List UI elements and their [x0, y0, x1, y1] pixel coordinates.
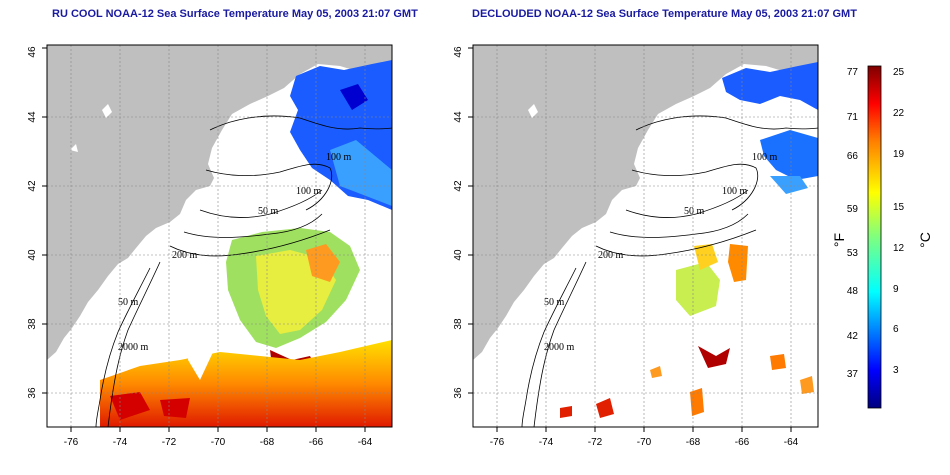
colorbar-f-tick: 77: [847, 67, 859, 78]
right-y-tick-label: 46: [453, 46, 464, 58]
right-x-tick-label: -74: [539, 437, 554, 448]
colorbar-f-tick: 71: [847, 112, 859, 123]
left-x-tick-label: -74: [113, 437, 128, 448]
right-map-contour-label-100m-b: 100 m: [752, 152, 778, 163]
colorbar-c-tick: 12: [893, 243, 905, 254]
left-map-frame: [46, 44, 393, 428]
left-map-contour-label-50m: 50 m: [258, 206, 279, 217]
right-map-y-axis: 36 38 40 42 44 46: [453, 46, 473, 399]
colorbar-f-tick: 66: [847, 151, 859, 162]
left-map-contour-label-2000m: 2000 m: [118, 342, 149, 353]
right-map: 100 m 100 m 50 m 200 m 50 m 2000 m -76 -…: [453, 44, 819, 448]
colorbar-f-tick: 37: [847, 369, 859, 380]
colorbar-c-tick: 19: [893, 149, 905, 160]
right-y-tick-label: 44: [453, 111, 464, 123]
colorbar-f-tick: 42: [847, 331, 859, 342]
left-x-tick-label: -76: [64, 437, 79, 448]
right-map-cold-water: [722, 62, 818, 110]
colorbar-c-tick: 3: [893, 365, 899, 376]
right-y-tick-label: 40: [453, 249, 464, 261]
colorbar-f-tick: 53: [847, 248, 859, 259]
right-map-grid: [473, 45, 818, 427]
left-map-title: RU COOL NOAA-12 Sea Surface Temperature …: [52, 8, 418, 20]
right-map-land: [473, 45, 818, 360]
colorbar-c-tick: 25: [893, 67, 905, 78]
left-x-tick-label: -66: [309, 437, 324, 448]
left-y-tick-label: 42: [27, 180, 38, 192]
colorbar-f-tick: 48: [847, 286, 859, 297]
right-map-x-axis: -76 -74 -72 -70 -68 -66 -64: [490, 427, 799, 448]
right-x-tick-label: -68: [686, 437, 701, 448]
right-x-tick-label: -64: [784, 437, 799, 448]
right-map-title: DECLOUDED NOAA-12 Sea Surface Temperatur…: [472, 8, 857, 20]
left-x-tick-label: -70: [211, 437, 226, 448]
right-map-contour-label-100m-a: 100 m: [722, 186, 748, 197]
right-map-contour-label-50m: 50 m: [684, 206, 705, 217]
left-map: 100 m 100 m 50 m 200 m 50 m 2000 m -76 -…: [27, 44, 393, 448]
colorbar-fahrenheit-label: °F: [831, 233, 847, 247]
right-y-tick-label: 36: [453, 387, 464, 399]
left-y-tick-label: 40: [27, 249, 38, 261]
right-x-tick-label: -76: [490, 437, 505, 448]
left-map-contour-label-100m-b: 100 m: [326, 152, 352, 163]
colorbar-c-tick: 9: [893, 284, 899, 295]
left-y-tick-label: 46: [27, 46, 38, 58]
right-x-tick-label: -72: [588, 437, 603, 448]
left-map-x-axis: -76 -74 -72 -70 -68 -66 -64: [64, 427, 373, 448]
colorbar-celsius-label: °C: [917, 232, 933, 248]
right-y-tick-label: 42: [453, 180, 464, 192]
right-x-tick-label: -70: [637, 437, 652, 448]
colorbar-c-tick: 22: [893, 108, 905, 119]
left-y-tick-label: 44: [27, 111, 38, 123]
colorbar-c-tick: 6: [893, 324, 899, 335]
colorbar-c-tick: 15: [893, 202, 905, 213]
left-y-tick-label: 36: [27, 387, 38, 399]
left-map-land: [47, 45, 392, 360]
left-map-contour-label-200m: 200 m: [172, 250, 198, 261]
right-y-tick-label: 38: [453, 318, 464, 330]
left-y-tick-label: 38: [27, 318, 38, 330]
colorbar: 77 71 66 59 53 48 42 37 25 22 19 15 12 9…: [831, 65, 933, 409]
colorbar-f-tick: 59: [847, 204, 859, 215]
left-x-tick-label: -72: [162, 437, 177, 448]
left-x-tick-label: -68: [260, 437, 275, 448]
right-map-contour-label-2000m: 2000 m: [544, 342, 575, 353]
left-map-y-axis: 36 38 40 42 44 46: [27, 46, 47, 399]
left-map-grid: [47, 45, 392, 427]
left-map-contour-label-100m-a: 100 m: [296, 186, 322, 197]
left-map-contour-label-50m-south: 50 m: [118, 297, 139, 308]
left-x-tick-label: -64: [358, 437, 373, 448]
right-map-isobaths: [521, 115, 818, 427]
colorbar-gradient: [867, 65, 882, 409]
right-map-contour-label-200m: 200 m: [598, 250, 624, 261]
right-map-frame: [472, 44, 819, 428]
left-map-isobaths: [95, 115, 392, 427]
right-x-tick-label: -66: [735, 437, 750, 448]
right-map-warm-patch: [676, 262, 720, 316]
right-map-contour-label-50m-south: 50 m: [544, 297, 565, 308]
